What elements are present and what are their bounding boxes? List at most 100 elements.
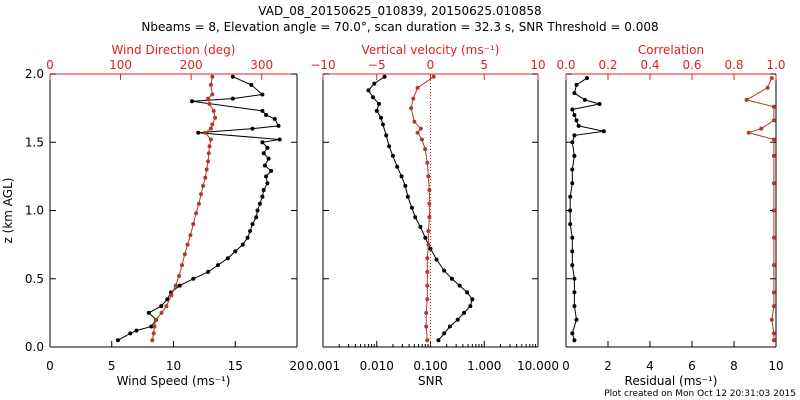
data-point-wind-speed-ms	[248, 229, 253, 233]
bottom-tick-label: 0.100	[413, 359, 447, 373]
data-point-wind-direction-deg	[188, 233, 193, 238]
data-point-correlation	[771, 331, 776, 336]
data-point-correlation	[771, 304, 776, 309]
data-point-snr	[465, 290, 470, 295]
data-point-wind-speed-ms	[254, 215, 259, 220]
data-point-wind-direction-deg	[210, 122, 215, 127]
data-point-wind-speed-ms	[233, 249, 238, 254]
y-tick-label: 0.5	[25, 272, 44, 286]
data-point-wind-direction-deg	[204, 167, 209, 172]
bottom-tick-label: 10	[768, 359, 783, 373]
data-point-wind-speed-ms	[255, 208, 260, 213]
data-point-residual-ms	[572, 338, 577, 343]
data-point-wind-direction-deg	[206, 96, 211, 101]
data-point-snr	[434, 257, 439, 262]
data-point-wind-direction-deg	[207, 102, 212, 106]
data-point-residual-ms	[597, 102, 602, 106]
data-point-snr	[462, 310, 466, 315]
bottom-tick-label: 10	[166, 359, 181, 373]
data-point-wind-direction-deg	[185, 242, 190, 247]
data-point-correlation	[771, 153, 776, 158]
data-point-wind-speed-ms	[245, 235, 250, 240]
data-point-vertical-velocity-ms	[426, 229, 431, 233]
bottom-tick-label: 10.000	[517, 359, 559, 373]
data-point-wind-direction-deg	[199, 192, 203, 197]
data-point-wind-speed-ms	[249, 82, 254, 87]
data-point-wind-speed-ms	[264, 174, 269, 179]
data-point-correlation	[765, 85, 770, 90]
data-point-vertical-velocity-ms	[427, 188, 432, 192]
data-point-snr	[399, 174, 404, 179]
data-point-wind-direction-deg	[203, 130, 208, 135]
data-point-snr	[436, 338, 441, 343]
data-point-wind-direction-deg	[194, 211, 199, 216]
data-point-correlation	[771, 104, 776, 109]
bottom-tick-label: 20	[289, 359, 304, 373]
data-point-wind-direction-deg	[153, 317, 158, 322]
data-point-snr	[409, 205, 414, 210]
data-point-vertical-velocity-ms	[411, 96, 416, 101]
top-tick-label: 100	[109, 58, 132, 72]
series-line-wind-speed-ms	[117, 76, 280, 341]
panel-residual: 0 2 4 6 8 10 0.0 0.2 0.4 0.6 0.8 1.0 Residual (ms⁻¹)…	[556, 43, 785, 388]
data-point-correlation	[771, 263, 776, 268]
data-point-wind-speed-ms	[177, 283, 182, 288]
data-point-residual-ms	[570, 263, 575, 268]
data-point-wind-direction-deg	[177, 274, 182, 278]
data-point-wind-speed-ms	[196, 130, 201, 135]
top-tick-label: 0.4	[640, 58, 659, 72]
data-point-wind-direction-deg	[164, 304, 169, 309]
bottom-axis-label: Wind Speed (ms⁻¹)	[117, 374, 231, 388]
data-point-wind-direction-deg	[196, 201, 201, 206]
data-point-residual-ms	[572, 290, 577, 295]
data-point-snr	[374, 108, 379, 113]
data-point-wind-speed-ms	[265, 181, 270, 186]
series-line-wind-direction-deg	[151, 76, 216, 341]
bottom-tick-label: 5	[108, 359, 116, 373]
top-tick-label: 5	[480, 58, 488, 72]
data-point-snr	[423, 235, 428, 240]
y-tick-label: 1.5	[25, 135, 44, 149]
data-point-residual-ms	[574, 317, 579, 322]
data-point-vertical-velocity-ms	[425, 160, 430, 165]
top-tick-label: 0	[427, 58, 435, 72]
data-point-snr	[390, 153, 395, 158]
data-point-wind-speed-ms	[190, 99, 194, 104]
data-point-residual-ms	[585, 76, 589, 81]
data-point-wind-speed-ms	[230, 74, 235, 79]
data-point-vertical-velocity-ms	[424, 324, 429, 329]
data-point-correlation	[771, 181, 776, 186]
bottom-tick-label: 8	[730, 359, 738, 373]
data-point-residual-ms	[570, 181, 575, 186]
data-point-snr	[372, 81, 377, 86]
data-point-wind-speed-ms	[261, 188, 266, 192]
figure-subtitle: Nbeams = 8, Elevation angle = 70.0°, sca…	[141, 20, 658, 34]
top-tick-label: 10	[530, 58, 545, 72]
data-point-wind-speed-ms	[128, 331, 133, 336]
data-point-snr	[449, 276, 454, 281]
data-point-residual-ms	[574, 82, 579, 87]
data-point-vertical-velocity-ms	[415, 130, 420, 135]
data-point-snr	[366, 88, 371, 93]
data-point-wind-direction-deg	[207, 144, 212, 149]
data-point-snr	[382, 74, 387, 79]
data-point-wind-direction-deg	[173, 283, 178, 288]
data-point-wind-direction-deg	[152, 324, 157, 329]
data-point-snr	[405, 194, 410, 199]
bottom-tick-label: 0.001	[306, 359, 340, 373]
data-point-wind-speed-ms	[260, 194, 265, 199]
bottom-tick-label: 1.000	[467, 359, 501, 373]
data-point-vertical-velocity-ms	[418, 126, 423, 131]
top-tick-label: 1.0	[766, 58, 785, 72]
data-point-vertical-velocity-ms	[409, 106, 414, 111]
data-point-wind-direction-deg	[151, 331, 156, 336]
bottom-axis-label: Residual (ms⁻¹)	[625, 374, 718, 388]
data-point-correlation	[771, 235, 776, 240]
data-point-correlation	[771, 137, 776, 142]
data-point-snr	[418, 224, 423, 229]
y-tick-label: 0.0	[25, 340, 44, 354]
data-point-correlation	[746, 130, 751, 135]
data-point-correlation	[771, 290, 776, 295]
top-axis-label: Correlation	[638, 43, 704, 57]
bottom-tick-label: 0	[562, 359, 570, 373]
